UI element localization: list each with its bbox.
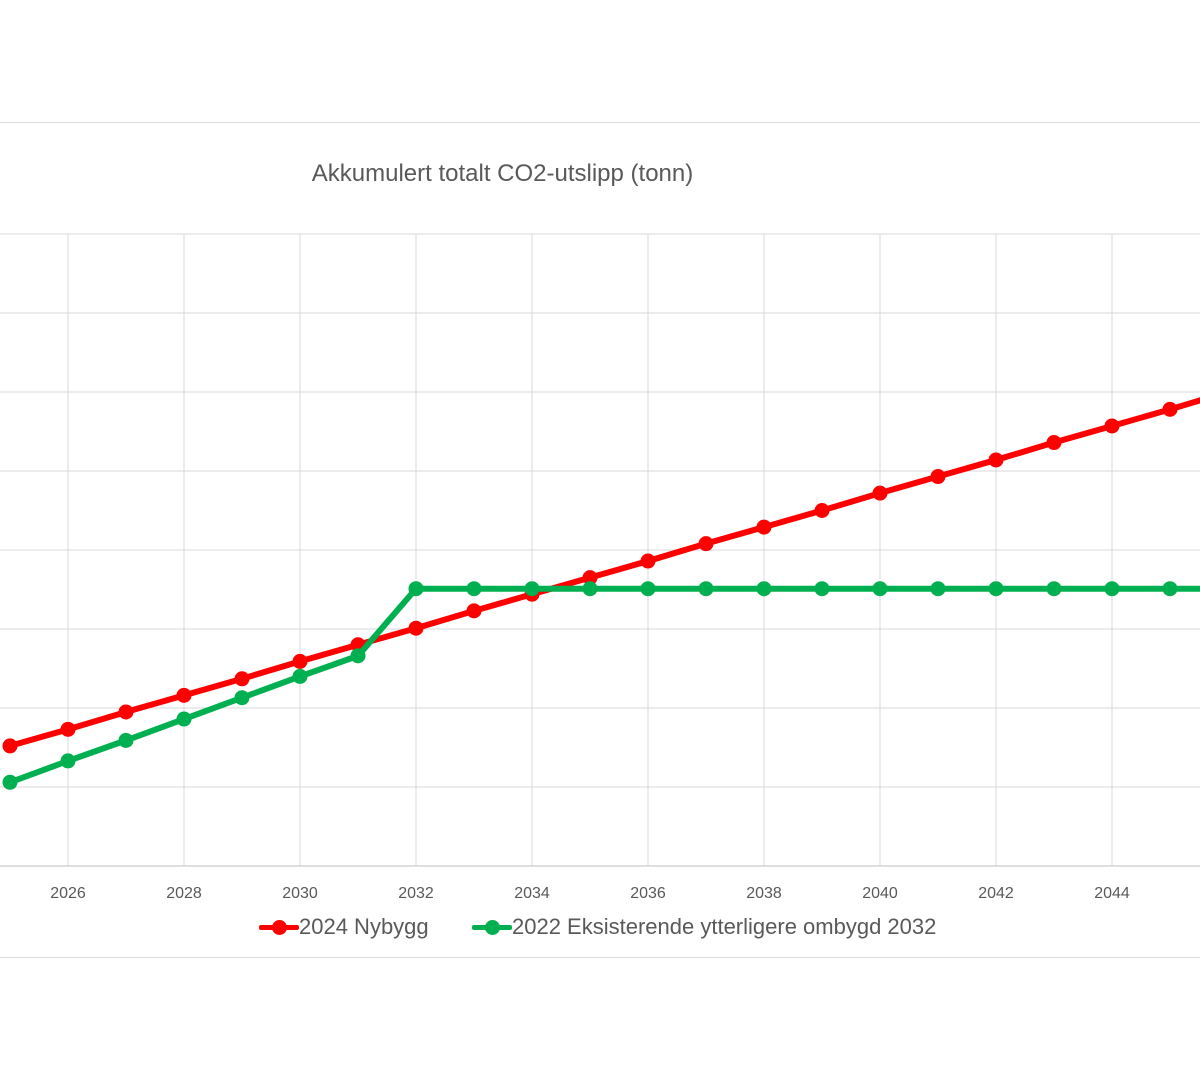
series-1-point <box>234 690 250 706</box>
legend-marker-0 <box>272 920 287 935</box>
series-0-point <box>872 485 888 501</box>
series-0-point <box>1046 435 1062 451</box>
series-0-point <box>1104 418 1120 434</box>
x-tick-label: 2038 <box>746 885 782 902</box>
series-1-point <box>60 753 76 769</box>
series-1-point <box>1104 581 1120 597</box>
series-0-point <box>814 503 830 518</box>
series-0-point <box>234 671 250 687</box>
legend-swatch-1 <box>472 912 512 942</box>
legend-label-1: 2022 Eksisterende ytterligere ombygd 203… <box>512 914 937 939</box>
series-0-point <box>582 570 598 586</box>
series-1-point <box>582 581 598 597</box>
series-0-point <box>756 519 772 535</box>
chart-title: Akkumulert totalt CO2-utslipp (tonn) <box>311 160 694 187</box>
legend-item-1: 2022 Eksisterende ytterligere ombygd 203… <box>472 912 936 942</box>
series-1-point <box>640 581 656 597</box>
series-0-point <box>176 687 192 703</box>
series-0-point <box>292 653 308 669</box>
chart-frame-bottom <box>0 957 1200 958</box>
series-1-point <box>930 581 946 597</box>
x-tick-label: 2040 <box>862 885 898 902</box>
x-tick-label: 2030 <box>282 885 318 902</box>
horizontal-gridlines <box>0 233 1200 867</box>
series-0-point <box>466 603 482 619</box>
legend-label-0: 2024 Nybygg <box>299 914 429 939</box>
x-tick-label: 2032 <box>398 885 434 902</box>
series-1-point <box>698 581 714 597</box>
legend-swatch-0 <box>259 912 299 942</box>
series-1-point <box>872 581 888 597</box>
x-tick-label: 2034 <box>514 885 550 902</box>
legend-marker-1 <box>485 920 500 935</box>
x-tick-label: 2042 <box>978 885 1014 902</box>
series-0-point <box>640 553 656 569</box>
series-0-point <box>408 620 424 636</box>
series-1-point <box>408 581 424 597</box>
series-line-1 <box>7 585 1200 786</box>
legend-item-0: 2024 Nybygg <box>259 912 429 942</box>
series-1-point <box>118 732 134 748</box>
series-1-point <box>1162 581 1178 597</box>
series-0-point <box>698 536 714 552</box>
series-1-point <box>292 668 308 684</box>
series-0-point <box>60 721 76 737</box>
series-1-point <box>176 711 192 727</box>
x-tick-label: 2044 <box>1094 885 1130 902</box>
series-1-point <box>524 581 540 597</box>
series-1-point <box>814 581 830 597</box>
series-1-point <box>1046 581 1062 597</box>
chart-frame-top <box>0 122 1200 123</box>
series-1-point <box>988 581 1004 597</box>
x-tick-label: 2036 <box>630 885 666 902</box>
series-0-point <box>118 704 134 720</box>
series-1-point <box>2 774 18 790</box>
series-1-point <box>756 581 772 597</box>
x-tick-label: 2026 <box>50 885 86 902</box>
series-1-point <box>466 581 482 597</box>
series-0-point <box>2 738 18 754</box>
series-layer <box>2 397 1200 790</box>
series-0-point <box>930 469 946 485</box>
legend: 2024 Nybygg 2022 Eksisterende ytterliger… <box>0 912 1200 942</box>
series-line-0 <box>7 397 1200 749</box>
series-0-point <box>988 452 1004 468</box>
series-0-point <box>1162 401 1178 417</box>
series-1-point <box>350 648 366 664</box>
x-tick-label: 2028 <box>166 885 202 902</box>
x-axis-tick-labels: 2026 2028 2030 2032 2034 2036 2038 2040 2042 2044 <box>50 885 1130 902</box>
